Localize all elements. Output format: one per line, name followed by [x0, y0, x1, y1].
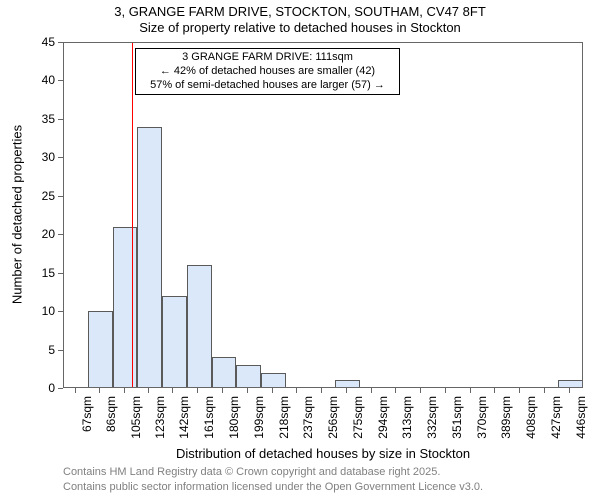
x-tick-mark: [75, 388, 76, 393]
x-tick-label: 256sqm: [327, 396, 339, 446]
x-tick-mark: [296, 388, 297, 393]
x-tick-label: 218sqm: [278, 396, 290, 446]
x-tick-mark: [371, 388, 372, 393]
x-tick-mark: [272, 388, 273, 393]
y-tick-mark: [58, 350, 63, 351]
y-tick-label: 25: [23, 190, 55, 202]
footer-line-2: Contains public sector information licen…: [63, 481, 483, 493]
y-tick-mark: [58, 119, 63, 120]
y-tick-mark: [58, 273, 63, 274]
x-tick-mark: [148, 388, 149, 393]
y-tick-label: 5: [23, 344, 55, 356]
annotation-line-1: 3 GRANGE FARM DRIVE: 111sqm: [140, 51, 395, 65]
y-tick-label: 35: [23, 113, 55, 125]
y-tick-mark: [58, 311, 63, 312]
y-tick-mark: [58, 196, 63, 197]
x-tick-label: 446sqm: [575, 396, 587, 446]
y-tick-mark: [58, 234, 63, 235]
x-tick-label: 294sqm: [377, 396, 389, 446]
y-tick-mark: [58, 42, 63, 43]
x-tick-mark: [420, 388, 421, 393]
attribution-footer: Contains HM Land Registry data © Crown c…: [63, 465, 483, 494]
x-tick-label: 389sqm: [500, 396, 512, 446]
x-tick-label: 313sqm: [401, 396, 413, 446]
x-tick-label: 142sqm: [178, 396, 190, 446]
annotation-line-2: ← 42% of detached houses are smaller (42…: [140, 65, 395, 79]
y-tick-mark: [58, 388, 63, 389]
y-tick-label: 20: [23, 228, 55, 240]
x-tick-mark: [569, 388, 570, 393]
x-tick-mark: [544, 388, 545, 393]
x-tick-label: 275sqm: [352, 396, 364, 446]
x-tick-mark: [519, 388, 520, 393]
x-tick-label: 86sqm: [105, 396, 117, 446]
y-tick-label: 30: [23, 151, 55, 163]
x-tick-mark: [395, 388, 396, 393]
x-tick-label: 237sqm: [302, 396, 314, 446]
x-tick-mark: [470, 388, 471, 393]
y-tick-mark: [58, 80, 63, 81]
x-tick-mark: [346, 388, 347, 393]
annotation-box: 3 GRANGE FARM DRIVE: 111sqm← 42% of deta…: [135, 48, 400, 95]
x-tick-mark: [172, 388, 173, 393]
x-tick-label: 67sqm: [81, 396, 93, 446]
x-tick-label: 199sqm: [253, 396, 265, 446]
y-tick-label: 40: [23, 74, 55, 86]
x-tick-mark: [124, 388, 125, 393]
x-tick-mark: [494, 388, 495, 393]
x-tick-label: 105sqm: [130, 396, 142, 446]
annotation-line-3: 57% of semi-detached houses are larger (…: [140, 79, 395, 93]
x-tick-mark: [222, 388, 223, 393]
y-axis-label: Number of detached properties: [10, 42, 25, 388]
x-tick-mark: [197, 388, 198, 393]
x-axis-label: Distribution of detached houses by size …: [63, 446, 583, 461]
x-tick-label: 332sqm: [426, 396, 438, 446]
y-tick-label: 15: [23, 267, 55, 279]
y-tick-label: 10: [23, 305, 55, 317]
x-tick-label: 370sqm: [476, 396, 488, 446]
y-tick-label: 0: [23, 382, 55, 394]
x-tick-mark: [445, 388, 446, 393]
x-tick-label: 123sqm: [154, 396, 166, 446]
x-tick-label: 408sqm: [525, 396, 537, 446]
x-tick-label: 180sqm: [228, 396, 240, 446]
x-tick-mark: [99, 388, 100, 393]
x-tick-mark: [247, 388, 248, 393]
y-tick-label: 45: [23, 36, 55, 48]
footer-line-1: Contains HM Land Registry data © Crown c…: [63, 466, 440, 478]
x-tick-label: 427sqm: [550, 396, 562, 446]
x-tick-label: 351sqm: [451, 396, 463, 446]
y-tick-mark: [58, 157, 63, 158]
x-tick-label: 161sqm: [203, 396, 215, 446]
x-tick-mark: [321, 388, 322, 393]
histogram-chart: 0 5 10 15 20 25 30 35 40 45 67sqm 86sqm 105sqm 123sqm…: [0, 0, 600, 500]
